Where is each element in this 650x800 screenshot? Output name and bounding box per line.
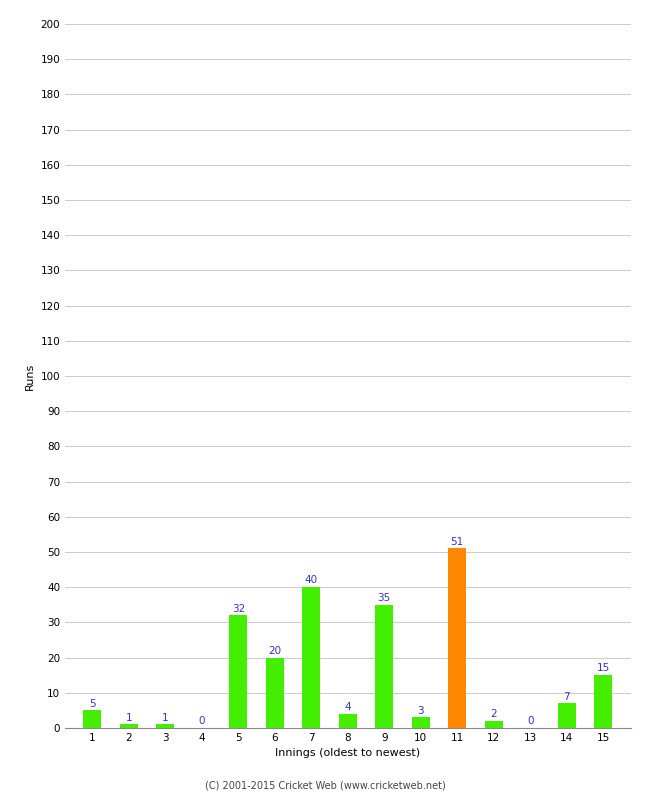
Text: 35: 35 (378, 593, 391, 603)
Text: 3: 3 (417, 706, 424, 716)
Text: 2: 2 (490, 710, 497, 719)
Text: 1: 1 (162, 713, 168, 722)
Bar (339, 714, 357, 728)
X-axis label: Innings (oldest to newest): Innings (oldest to newest) (275, 749, 421, 758)
Text: 15: 15 (597, 663, 610, 674)
Text: 0: 0 (527, 716, 534, 726)
Bar (594, 675, 612, 728)
Bar (484, 721, 503, 728)
Text: 32: 32 (231, 604, 245, 614)
Bar (411, 718, 430, 728)
Bar (302, 587, 320, 728)
Bar (120, 725, 138, 728)
Bar (558, 703, 576, 728)
Y-axis label: Runs: Runs (25, 362, 35, 390)
Text: 4: 4 (344, 702, 351, 712)
Text: 1: 1 (125, 713, 132, 722)
Text: 20: 20 (268, 646, 281, 656)
Bar (266, 658, 284, 728)
Text: 40: 40 (305, 575, 318, 586)
Bar (448, 549, 466, 728)
Text: 7: 7 (564, 691, 570, 702)
Bar (229, 615, 248, 728)
Text: (C) 2001-2015 Cricket Web (www.cricketweb.net): (C) 2001-2015 Cricket Web (www.cricketwe… (205, 781, 445, 790)
Text: 51: 51 (450, 537, 464, 546)
Text: 5: 5 (89, 698, 96, 709)
Bar (83, 710, 101, 728)
Text: 0: 0 (198, 716, 205, 726)
Bar (375, 605, 393, 728)
Bar (156, 725, 174, 728)
